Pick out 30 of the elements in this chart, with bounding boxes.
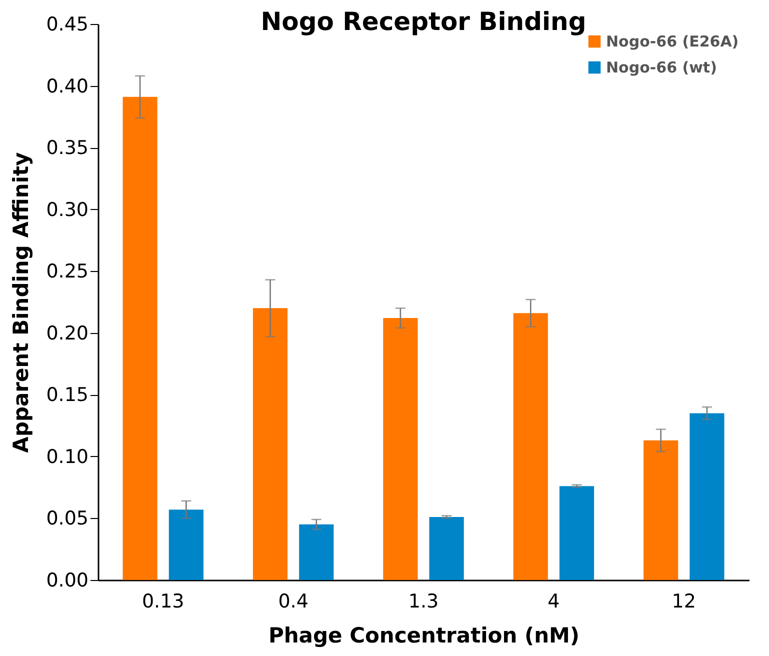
y-tick-label: 0.05 (46, 508, 88, 530)
y-tick-label: 0.30 (46, 198, 88, 221)
chart-title: Nogo Receptor Binding (260, 7, 586, 36)
bar (168, 510, 204, 580)
y-tick-label: 0.15 (46, 384, 88, 406)
x-tick-label: 1.3 (408, 590, 439, 612)
y-tick-label: 0.40 (46, 75, 88, 98)
bar (644, 440, 678, 580)
bar (559, 486, 594, 580)
bar (513, 313, 548, 580)
y-tick-label: 0.45 (46, 14, 88, 36)
x-tick-label: 12 (672, 590, 696, 612)
x-tick-label: 0.4 (278, 590, 308, 612)
bar (690, 413, 724, 580)
y-tick-label: 0.10 (46, 446, 88, 468)
x-axis-title: Phage Concentration (nM) (268, 624, 580, 648)
x-tick-label: 4 (548, 590, 560, 612)
bar (252, 308, 288, 580)
x-tick-label: 0.13 (142, 590, 184, 612)
bar (122, 96, 158, 580)
bar (299, 524, 334, 580)
bar (429, 516, 464, 580)
y-tick-label: 0.00 (46, 570, 88, 592)
bar (383, 318, 418, 580)
y-axis-title: Apparent Binding Affinity (9, 152, 34, 453)
y-tick-label: 0.35 (46, 137, 88, 160)
legend-label: Nogo-66 (wt) (606, 58, 717, 76)
y-tick-label: 0.20 (46, 322, 88, 344)
legend-label: Nogo-66 (E26A) (606, 32, 739, 50)
y-tick-label: 0.25 (46, 260, 88, 283)
